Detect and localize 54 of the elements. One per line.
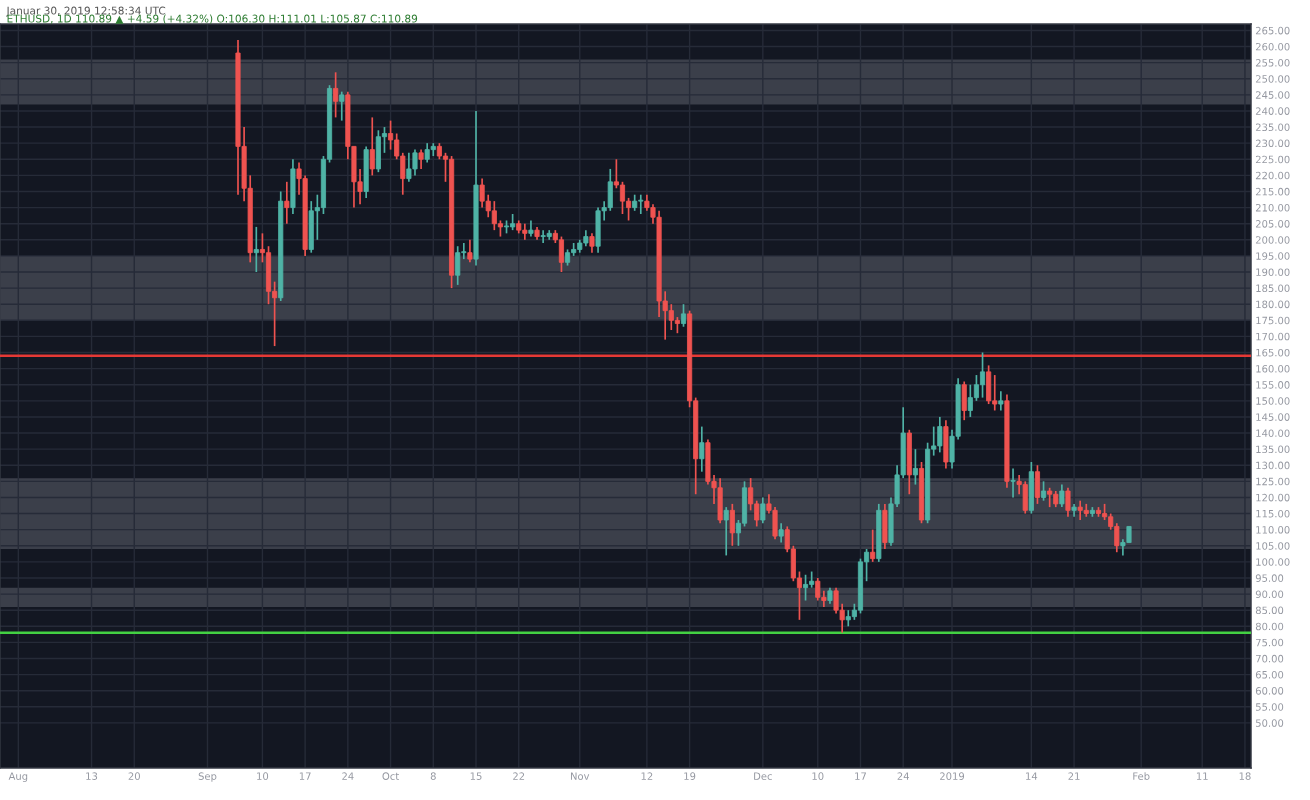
candlestick [1047,486,1053,508]
candlestick [717,477,723,525]
candlestick [406,151,412,183]
candlestick [998,390,1004,412]
candlestick [363,145,369,199]
candlestick [1065,486,1071,518]
candlestick [760,496,766,525]
candlestick [491,200,497,231]
candlestick [729,503,735,547]
candlestick [595,206,601,254]
candlestick [815,577,821,602]
candlestick [1022,480,1028,515]
candlestick [803,573,809,602]
candlestick [253,226,259,273]
candlestick [1010,467,1016,499]
candlestick [961,380,967,421]
candlestick [967,383,973,418]
candlestick [424,142,430,164]
candlestick [467,238,473,264]
candlestick [308,200,314,254]
candlestick [937,416,943,454]
candlestick [284,180,290,225]
candlestick [778,522,784,544]
candlestick [943,419,949,470]
candlestick [680,303,687,328]
candlestick [723,506,729,557]
candlestick [979,351,986,399]
candlestick [638,193,644,215]
candlestick [1077,499,1083,521]
candlestick [339,90,345,122]
candlestick [333,71,339,119]
candlestick [906,428,912,496]
candlestick [388,119,394,151]
candlestick [412,148,418,177]
candlestick [1114,522,1120,554]
candlestick [870,528,876,563]
candlestick [699,425,705,473]
candlestick [558,235,564,273]
candlestick [912,448,918,486]
candlestick [455,245,461,286]
candlestick [375,129,381,173]
candlestick [607,168,613,212]
candlestick [1028,461,1034,515]
candlestick [1059,483,1065,508]
candlestick [986,364,992,405]
candlestick [1041,480,1047,502]
candlestick [882,503,888,550]
candlestick [418,148,424,170]
candlestick [369,116,375,177]
candlestick [290,158,296,215]
candlestick [540,229,546,244]
candlestick [589,232,595,254]
candlestick [479,177,485,209]
candlestick [1034,464,1041,505]
